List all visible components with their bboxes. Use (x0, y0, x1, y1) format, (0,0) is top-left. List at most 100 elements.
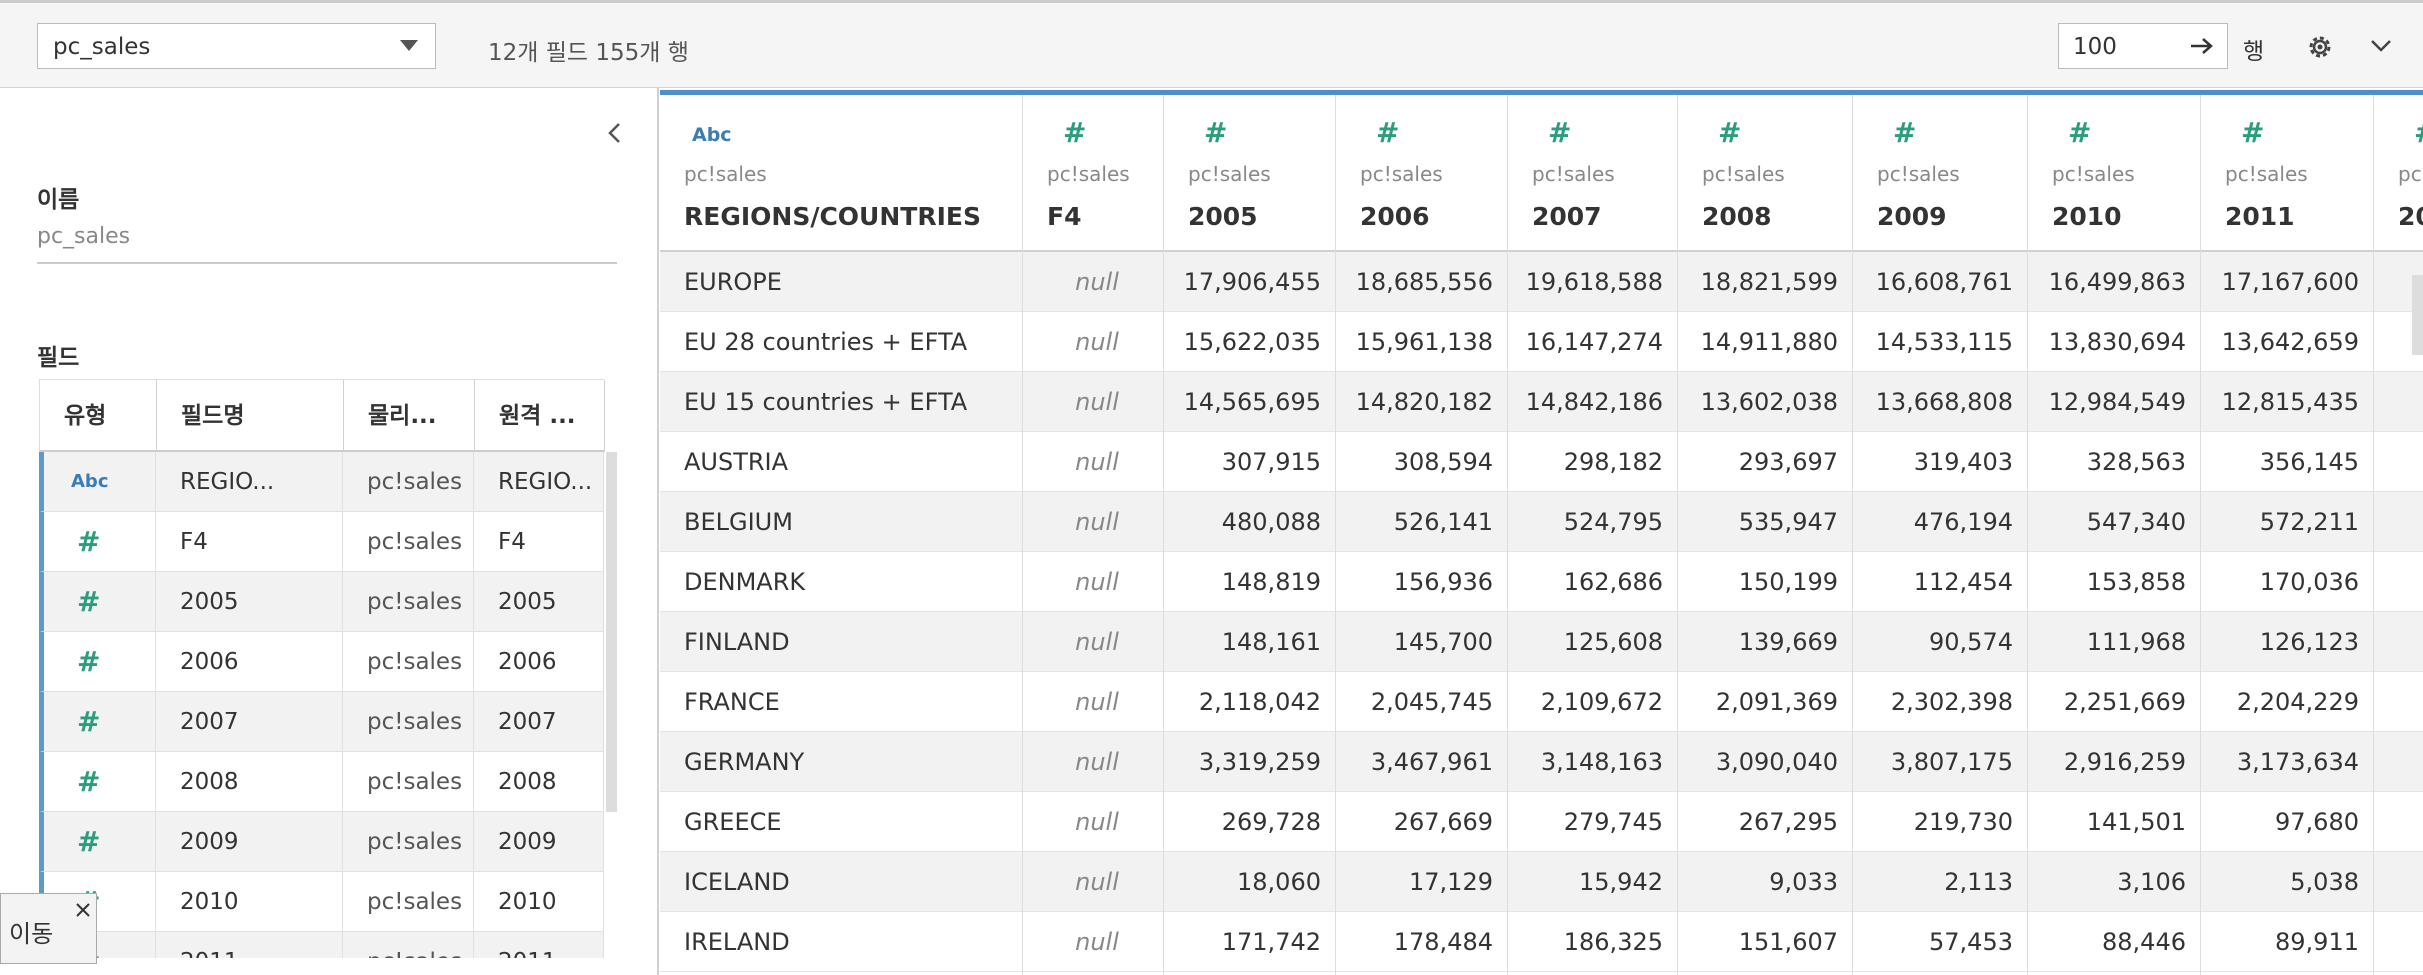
cell: 178,484 (1393, 928, 1493, 956)
cell: 15,942 (1579, 868, 1663, 896)
cell: 15,622,035 (1183, 328, 1321, 356)
column-name: 2007 (1532, 202, 1602, 231)
cell: 14,533,115 (1875, 328, 2013, 356)
settings-icon[interactable] (2306, 33, 2334, 61)
grid-column: # pc!sales 2006 18,685,556 15,961,138 14,820,… (1336, 90, 1508, 975)
type-icon: # (1548, 116, 1572, 149)
cell: 150,199 (1738, 568, 1838, 596)
cell: 18,685,556 (1355, 268, 1493, 296)
field-cell: 2006 (474, 632, 604, 692)
cell: 328,563 (2086, 448, 2186, 476)
field-cell: pc!sales (343, 692, 474, 752)
grid-row (660, 792, 2423, 852)
cell: 111,968 (2086, 628, 2186, 656)
row-label: FINLAND (684, 628, 790, 656)
fields-label: 필드 (37, 345, 80, 371)
column-source: pc!sales (1532, 162, 1615, 186)
field-cell: 2010 (156, 872, 343, 932)
cell: 2,302,398 (1890, 688, 2013, 716)
row-limit-input[interactable]: 100 (2058, 23, 2228, 69)
column-name: REGIONS/COUNTRIES (684, 202, 981, 231)
tooltip-text: 이동 (9, 920, 54, 948)
cell: 156,936 (1393, 568, 1493, 596)
summary: 12개 필드 155개 행 (488, 40, 689, 66)
cell: 16,499,863 (2048, 268, 2186, 296)
cell: null (1075, 388, 1119, 416)
cell: 16,608,761 (1875, 268, 2013, 296)
grid-row (660, 672, 2423, 732)
cell: 171,742 (1221, 928, 1321, 956)
column-header: # pc!sales 2009 (1853, 90, 2027, 252)
collapse-icon[interactable] (607, 122, 621, 144)
cell: 2,118,042 (1198, 688, 1321, 716)
cell: 16,147,274 (1525, 328, 1663, 356)
cell: 89,911 (2275, 928, 2359, 956)
type-icon: # (1376, 116, 1400, 149)
cell: 88,446 (2102, 928, 2186, 956)
row-label: EUROPE (684, 268, 782, 296)
grid-column: # pc!sales 2011 17,167,600 13,642,659 12,815,… (2201, 90, 2374, 975)
row-label: GERMANY (684, 748, 805, 776)
column-name: F4 (1047, 202, 1082, 231)
field-row: #2006 pc!sales 2006 (39, 632, 604, 692)
column-source: pc!sales (1702, 162, 1785, 186)
cell: 2,045,745 (1370, 688, 1493, 716)
column-header: # pc!sales 2007 (1508, 90, 1677, 252)
row-label: DENMARK (684, 568, 806, 596)
row-label: BELGIUM (684, 508, 793, 536)
field-cell: pc!sales (343, 572, 474, 632)
column-name: 2006 (1360, 202, 1430, 231)
type-icon: # (1718, 116, 1742, 149)
row-label: FRANCE (684, 688, 780, 716)
cell: 145,700 (1393, 628, 1493, 656)
column-source: pc!sales (684, 162, 767, 186)
field-cell: REGIO... (156, 452, 343, 512)
column-name: 2011 (2225, 202, 2295, 231)
grid-row (660, 612, 2423, 672)
field-cell: pc!sales (343, 932, 474, 958)
column-name: 2010 (2052, 202, 2122, 231)
column-name: 2009 (1877, 202, 1947, 231)
grid-column: # pc!sales 2005 17,906,455 15,622,035 14,565,… (1164, 90, 1336, 975)
cell: 90,574 (1929, 628, 2013, 656)
field-cell: REGIO... (474, 452, 604, 512)
cell: 14,911,880 (1700, 328, 1838, 356)
expand-icon[interactable] (2370, 39, 2392, 53)
cell: 2,109,672 (1540, 688, 1663, 716)
field-cell: pc!sales (343, 632, 474, 692)
type-icon: # (1063, 116, 1087, 149)
name-input[interactable]: pc_sales (37, 224, 617, 264)
cell: 17,167,600 (2221, 268, 2359, 296)
grid-column: # pc!sales F4 null null null null null null null n… (1023, 90, 1164, 975)
field-cell: pc!sales (343, 452, 474, 512)
cell: 3,090,040 (1715, 748, 1838, 776)
source-select[interactable]: pc_sales (37, 23, 436, 69)
cell: 3,173,634 (2236, 748, 2359, 776)
field-type: # (39, 572, 156, 632)
grid-row (660, 312, 2423, 372)
column-source: pc!sales (2398, 162, 2423, 186)
cell: 476,194 (1913, 508, 2013, 536)
cell: 319,403 (1913, 448, 2013, 476)
grid-column: # pc!sales 2010 16,499,863 13,830,694 12,984,… (2028, 90, 2201, 975)
cell: null (1075, 268, 1119, 296)
field-cell: pc!sales (343, 512, 474, 572)
grid-row (660, 552, 2423, 612)
field-cell: F4 (156, 512, 343, 572)
apply-arrow[interactable] (2189, 36, 2215, 56)
cell: 3,106 (2117, 868, 2186, 896)
cell: 153,858 (2086, 568, 2186, 596)
cell: 12,984,549 (2048, 388, 2186, 416)
grid-row (660, 492, 2423, 552)
cell: null (1075, 628, 1119, 656)
field-type: # (39, 812, 156, 872)
cell: 2,091,369 (1715, 688, 1838, 716)
cell: 2,204,229 (2236, 688, 2359, 716)
close-icon[interactable] (75, 902, 91, 918)
cell: 535,947 (1738, 508, 1838, 536)
field-cell: 2006 (156, 632, 343, 692)
grid-column: # pc!sales 2009 16,608,761 14,533,115 13,668,… (1853, 90, 2028, 975)
field-cell: 2007 (156, 692, 343, 752)
column-source: pc!sales (2225, 162, 2308, 186)
